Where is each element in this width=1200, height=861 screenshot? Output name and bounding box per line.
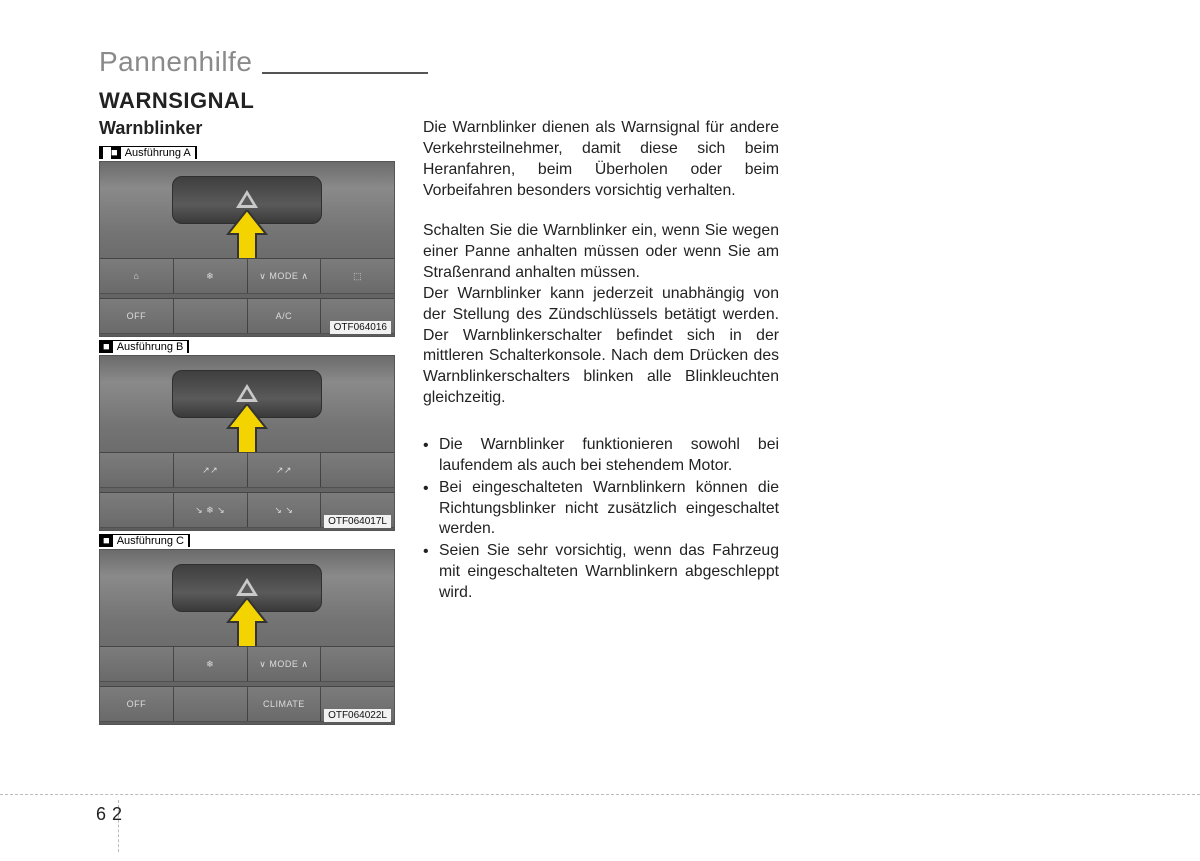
cell <box>321 453 394 487</box>
figure-variant-c: FRONT REAR ❄ ∨ MODE ∧ OFF CLIMATE OTF064… <box>99 549 395 725</box>
cell: ↗↗ <box>174 453 248 487</box>
bullet-list: Die Warnblinker funktionieren sowohl bei… <box>423 435 779 604</box>
figure-code: OTF064022L <box>324 709 391 722</box>
control-row: ↗↗ ↗↗ <box>100 452 394 488</box>
cell: ∨ MODE ∧ <box>248 259 322 293</box>
variant-c-label: ■ Ausführung C <box>99 534 190 547</box>
cell: ↘ ❄ ↘ <box>174 493 248 527</box>
cell: ⬚ <box>321 259 394 293</box>
paragraph: Der Warnblinker kann jederzeit unabhängi… <box>423 284 779 409</box>
variant-b-label: ■ Ausführung B <box>99 340 189 353</box>
hazard-triangle-icon <box>236 578 258 596</box>
chapter-rule <box>262 72 428 74</box>
hazard-triangle-icon <box>236 190 258 208</box>
cell <box>100 453 174 487</box>
cell: CLIMATE <box>248 687 322 721</box>
footer-rule <box>0 794 1200 795</box>
cell: OFF <box>100 687 174 721</box>
cell <box>174 299 248 333</box>
control-row: ❄ ∨ MODE ∧ <box>100 646 394 682</box>
cell <box>174 687 248 721</box>
figure-code: OTF064016 <box>330 321 391 334</box>
cell: ❄ <box>174 647 248 681</box>
cell <box>321 647 394 681</box>
figure-code: OTF064017L <box>324 515 391 528</box>
figure-column: Warnblinker ■ Ausführung A FRONT REAR ⌂ … <box>99 118 395 725</box>
chapter-title: Pannenhilfe <box>99 46 262 78</box>
cell: ⌂ <box>100 259 174 293</box>
cell: ❄ <box>174 259 248 293</box>
cell: OFF <box>100 299 174 333</box>
cell: A/C <box>248 299 322 333</box>
list-item: Seien Sie sehr vorsichtig, wenn das Fahr… <box>423 541 779 604</box>
page-footer: 62 <box>0 794 1200 795</box>
variant-a-label: ■ Ausführung A <box>99 146 197 159</box>
section-title: WARNSIGNAL <box>99 88 1103 114</box>
cell <box>100 647 174 681</box>
cell: ↗↗ <box>248 453 322 487</box>
subsection-title: Warnblinker <box>99 118 395 139</box>
cell <box>100 493 174 527</box>
figure-variant-a: FRONT REAR ⌂ ❄ ∨ MODE ∧ ⬚ OFF A/C OTF064… <box>99 161 395 337</box>
hazard-triangle-icon <box>236 384 258 402</box>
control-row: ⌂ ❄ ∨ MODE ∧ ⬚ <box>100 258 394 294</box>
cell: ∨ MODE ∧ <box>248 647 322 681</box>
list-item: Bei eingeschalteten Warnblinkern können … <box>423 478 779 541</box>
paragraph: Die Warnblinker dienen als Warnsignal fü… <box>423 118 779 201</box>
figure-variant-b: FRONT REAR ↗↗ ↗↗ ↘ ❄ ↘ ↘ ↘ OTF064017L <box>99 355 395 531</box>
paragraph: Schalten Sie die Warnblinker ein, wenn S… <box>423 221 779 284</box>
page-number: 62 <box>96 804 128 825</box>
cell: ↘ ↘ <box>248 493 322 527</box>
text-column: Die Warnblinker dienen als Warnsignal fü… <box>423 118 779 725</box>
list-item: Die Warnblinker funktionieren sowohl bei… <box>423 435 779 477</box>
